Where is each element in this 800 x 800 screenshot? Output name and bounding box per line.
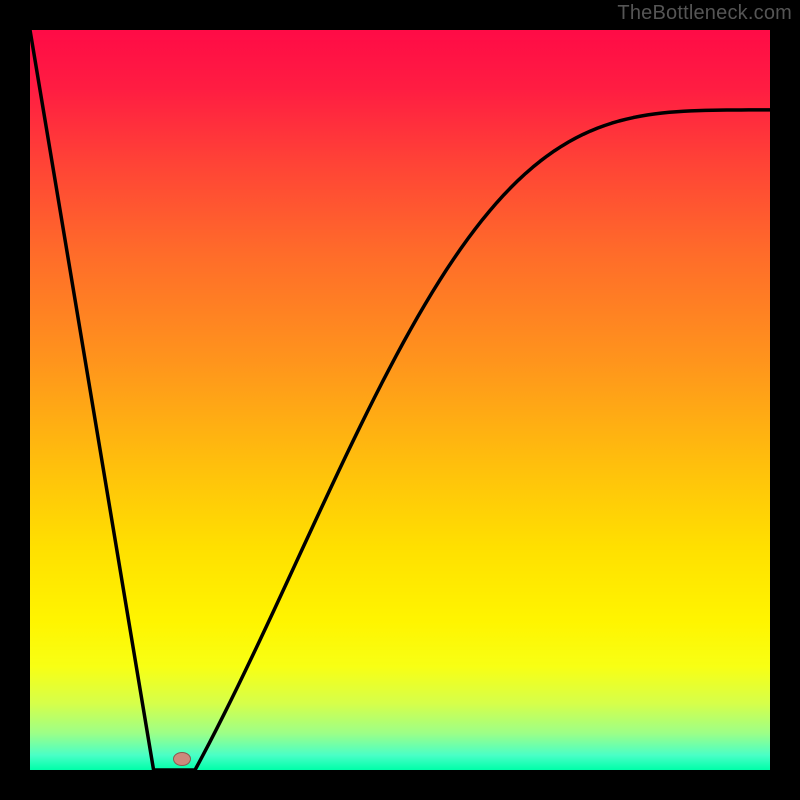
- watermark-text: TheBottleneck.com: [0, 0, 800, 25]
- plot-area: [30, 30, 770, 770]
- chart-stage: TheBottleneck.com: [0, 0, 800, 800]
- plot-gradient-background: [30, 30, 770, 770]
